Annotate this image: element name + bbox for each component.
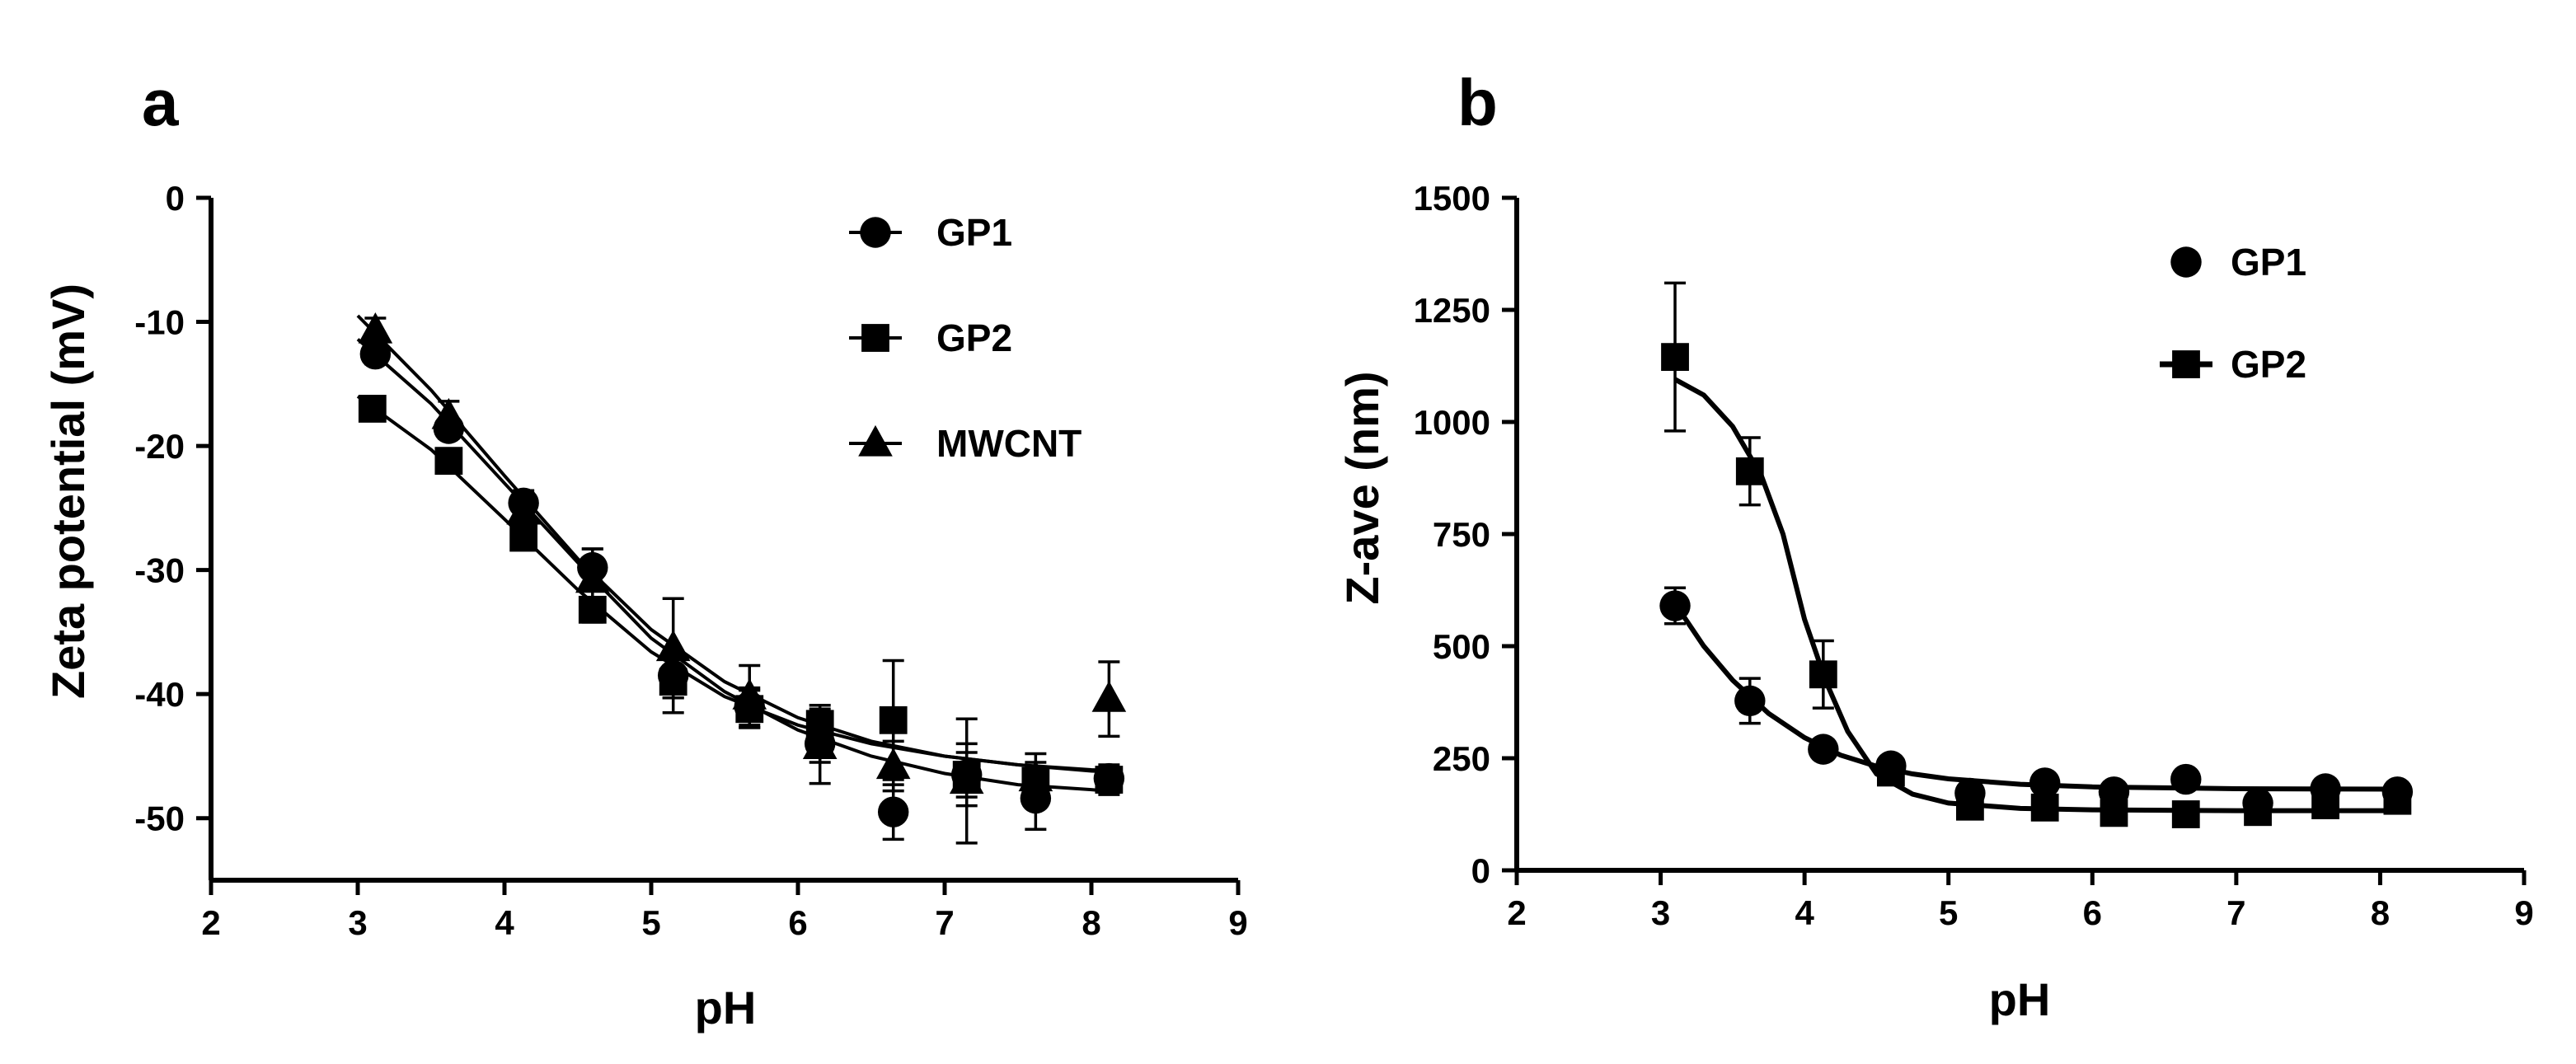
y-tick-label: -40 (134, 675, 185, 714)
fit-curve-gp2 (1673, 377, 2398, 813)
panel-b-fit-curves (1673, 377, 2398, 813)
data-point-gp2 (1956, 792, 1984, 821)
panel-b-letter: b (1457, 66, 1498, 139)
data-point-mwcnt (655, 630, 691, 662)
y-tick-label: 250 (1433, 739, 1490, 778)
panel-b-axes (1514, 198, 2524, 873)
panel-a-ticks: 2 3 4 5 6 7 8 9 0 -10 -20 -30 -40 -50 (134, 179, 1247, 942)
panel-a-y-axis-title: Zeta potential (mV) (42, 284, 94, 699)
data-point-gp2 (1735, 457, 1764, 485)
x-tick-label: 2 (201, 903, 220, 942)
panel-a-axes (209, 198, 1238, 883)
data-point-gp2 (1809, 660, 1837, 689)
fit-curve-gp1 (1673, 602, 2398, 792)
panel-a-zeta-chart: a pH Zeta potential (mV) 2 3 4 5 6 7 8 9 0 -10 -20… (42, 66, 1248, 1034)
x-tick-label: 7 (935, 903, 954, 942)
panel-b-ticks: 2 3 4 5 6 7 8 9 0 250 500 750 1000 1250 1500 (1414, 179, 2534, 932)
data-point-gp2 (1876, 758, 1905, 787)
x-tick-label: 8 (2371, 893, 2390, 932)
legend-label-gp2: GP2 (936, 316, 1012, 359)
data-point-mwcnt (949, 762, 984, 794)
legend-marker-mwcnt (858, 424, 893, 457)
data-point-gp1 (2170, 763, 2202, 795)
y-tick-label: 1500 (1414, 179, 1490, 218)
data-point-gp1 (1734, 685, 1766, 717)
x-tick-label: 7 (2226, 893, 2245, 932)
legend-marker-gp2 (861, 324, 889, 352)
y-tick-label: 1250 (1414, 291, 1490, 330)
y-tick-label: -10 (134, 303, 185, 342)
data-point-gp1 (2029, 767, 2061, 799)
x-tick-label: 3 (348, 903, 367, 942)
y-tick-label: 0 (166, 179, 185, 218)
x-tick-label: 5 (1939, 893, 1958, 932)
data-point-mwcnt (431, 397, 467, 429)
data-point-gp2 (2244, 798, 2272, 827)
y-tick-label: 1000 (1414, 403, 1490, 442)
x-tick-label: 9 (2514, 893, 2533, 932)
data-point-mwcnt (802, 728, 838, 760)
legend-marker-gp2 (2172, 350, 2200, 378)
data-point-gp2 (358, 395, 387, 423)
panel-a-x-axis-title: pH (695, 982, 757, 1034)
data-point-gp2 (659, 668, 687, 696)
x-tick-label: 6 (2083, 893, 2102, 932)
data-point-mwcnt (732, 678, 767, 710)
x-tick-label: 3 (1651, 893, 1670, 932)
data-point-gp2 (2100, 799, 2128, 827)
data-point-mwcnt (506, 493, 541, 525)
legend-label-mwcnt: MWCNT (936, 422, 1082, 465)
data-point-gp2 (879, 705, 908, 734)
data-point-mwcnt (875, 748, 911, 780)
data-point-gp2 (2383, 786, 2412, 815)
panel-a-letter: a (142, 66, 179, 139)
data-point-gp1 (359, 338, 392, 370)
panel-a-data-points (358, 312, 1127, 827)
panel-b-x-axis-title: pH (1989, 973, 2051, 1025)
data-point-mwcnt (1091, 681, 1127, 712)
x-tick-label: 5 (641, 903, 660, 942)
data-point-gp2 (509, 523, 538, 552)
x-tick-label: 8 (1082, 903, 1100, 942)
x-tick-label: 6 (788, 903, 807, 942)
x-tick-label: 2 (1507, 893, 1526, 932)
y-tick-label: 0 (1471, 851, 1490, 890)
x-tick-label: 4 (1795, 893, 1814, 932)
y-tick-label: 750 (1433, 515, 1490, 554)
data-point-gp2 (434, 447, 463, 476)
data-point-gp1 (1808, 734, 1839, 765)
panel-b-data-points (1659, 343, 2414, 828)
data-point-gp1 (877, 796, 909, 827)
data-point-mwcnt (1018, 760, 1053, 792)
y-tick-label: 500 (1433, 627, 1490, 666)
data-point-mwcnt (358, 312, 393, 344)
legend-label-gp2: GP2 (2231, 343, 2306, 386)
y-tick-label: -50 (134, 799, 185, 838)
data-point-gp2 (1661, 343, 1689, 372)
data-point-gp2 (2311, 791, 2339, 820)
panel-b-y-axis-title: Z-ave (nm) (1336, 371, 1388, 604)
data-point-gp1 (1659, 590, 1691, 621)
panel-b-zave-chart: b pH Z-ave (nm) 2 3 4 5 6 7 8 9 0 250 500 750 1000 12… (1336, 66, 2534, 1025)
legend-marker-gp1 (2170, 246, 2202, 278)
y-tick-label: -20 (134, 427, 185, 466)
x-tick-label: 9 (1228, 903, 1247, 942)
legend-marker-gp1 (860, 217, 891, 248)
data-point-gp2 (2171, 800, 2200, 828)
data-point-gp2 (578, 595, 607, 624)
x-tick-label: 4 (495, 903, 514, 942)
legend-label-gp1: GP1 (2231, 241, 2306, 284)
panel-a-legend: GP1 GP2 MWCNT (849, 211, 1082, 465)
y-tick-label: -30 (134, 551, 185, 590)
data-point-gp2 (1095, 766, 1124, 794)
legend-label-gp1: GP1 (936, 211, 1012, 254)
data-point-mwcnt (575, 561, 610, 593)
panel-b-legend: GP1 GP2 (2160, 241, 2306, 386)
data-point-gp2 (2030, 793, 2059, 822)
